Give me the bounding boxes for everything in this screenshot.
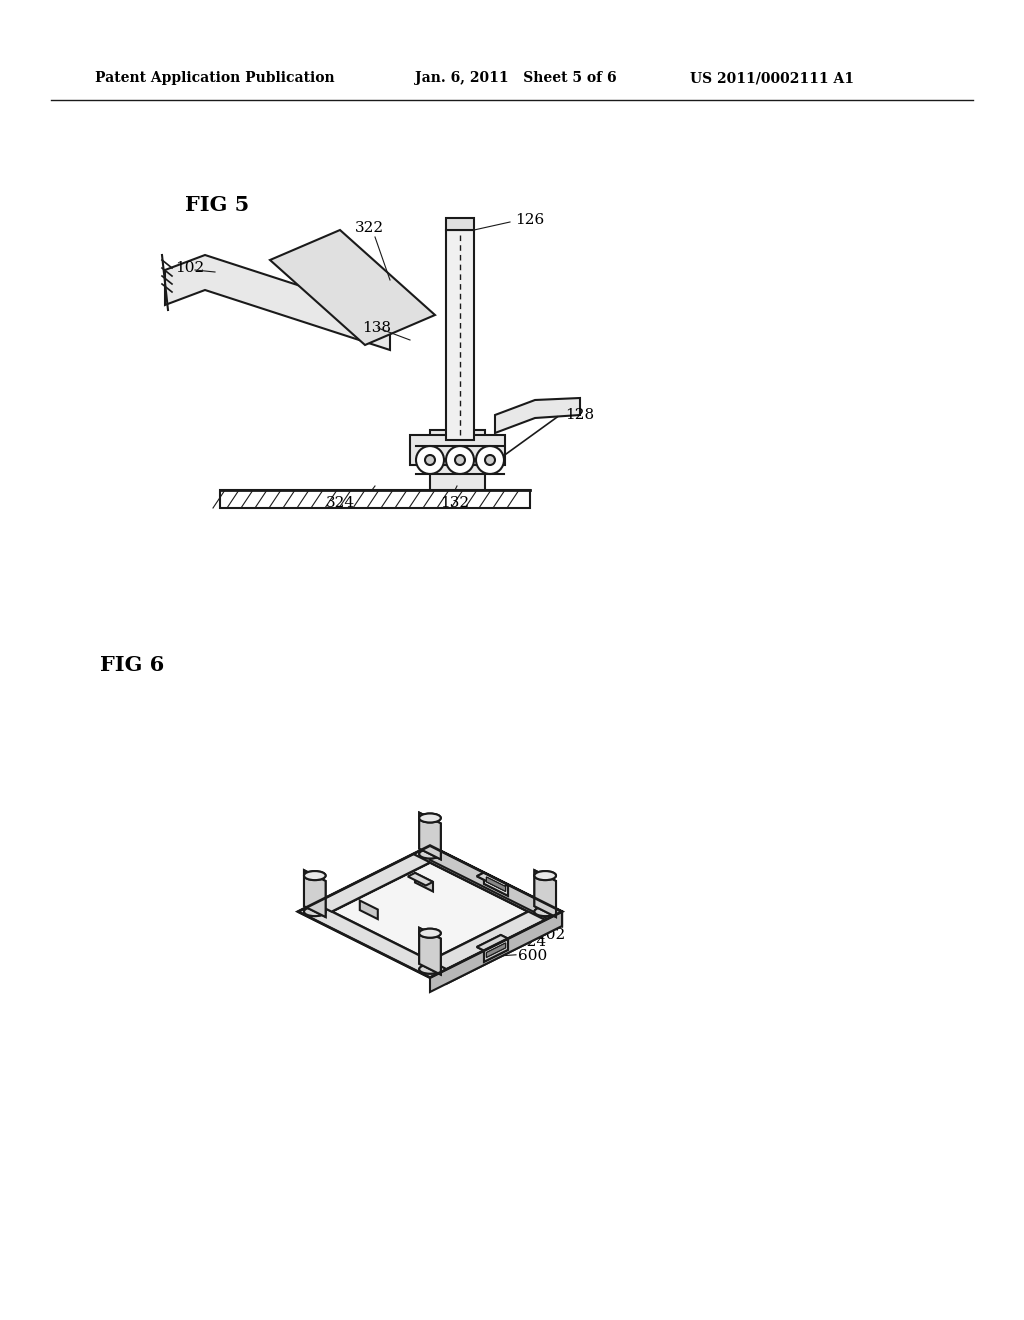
Ellipse shape	[419, 850, 440, 858]
Polygon shape	[304, 870, 326, 917]
Text: FIG 5: FIG 5	[185, 195, 249, 215]
Text: 132: 132	[440, 496, 470, 510]
Polygon shape	[414, 846, 562, 920]
Bar	[220, 490, 530, 508]
Ellipse shape	[535, 907, 556, 916]
Text: 324: 324	[518, 935, 547, 949]
Ellipse shape	[419, 929, 440, 937]
Circle shape	[485, 455, 495, 465]
Text: Patent Application Publication: Patent Application Publication	[95, 71, 335, 84]
Polygon shape	[477, 935, 508, 950]
Text: 324: 324	[514, 896, 543, 911]
Polygon shape	[486, 942, 506, 957]
Polygon shape	[430, 846, 562, 927]
Circle shape	[455, 455, 465, 465]
Polygon shape	[408, 873, 433, 886]
Text: 102: 102	[175, 261, 204, 275]
Ellipse shape	[535, 871, 556, 880]
Polygon shape	[430, 912, 562, 993]
Ellipse shape	[419, 813, 440, 822]
Polygon shape	[430, 912, 545, 969]
Polygon shape	[304, 870, 326, 917]
Polygon shape	[298, 903, 446, 978]
Text: US 2011/0002111 A1: US 2011/0002111 A1	[690, 71, 854, 84]
Polygon shape	[446, 920, 545, 983]
Polygon shape	[484, 939, 508, 962]
Bar	[446, 218, 474, 230]
Text: 600: 600	[514, 911, 544, 925]
Polygon shape	[430, 846, 562, 927]
Polygon shape	[419, 928, 440, 974]
Ellipse shape	[304, 907, 326, 916]
Polygon shape	[419, 813, 440, 859]
Text: 138: 138	[362, 321, 391, 335]
Bar	[410, 436, 505, 465]
Polygon shape	[359, 900, 378, 919]
Text: Jan. 6, 2011   Sheet 5 of 6: Jan. 6, 2011 Sheet 5 of 6	[415, 71, 616, 84]
Polygon shape	[484, 873, 508, 896]
Polygon shape	[545, 912, 562, 935]
Polygon shape	[415, 873, 433, 891]
Text: 322: 322	[355, 220, 384, 235]
Polygon shape	[298, 903, 446, 978]
Polygon shape	[477, 873, 508, 888]
Ellipse shape	[419, 929, 440, 937]
Polygon shape	[414, 846, 562, 920]
Polygon shape	[270, 230, 435, 345]
Ellipse shape	[304, 907, 326, 916]
Ellipse shape	[419, 850, 440, 858]
Polygon shape	[535, 870, 556, 917]
Polygon shape	[486, 942, 506, 957]
Polygon shape	[477, 935, 508, 950]
Text: 128: 128	[565, 408, 594, 422]
Polygon shape	[486, 876, 506, 891]
Ellipse shape	[535, 907, 556, 916]
Polygon shape	[484, 939, 508, 962]
Polygon shape	[314, 854, 430, 912]
Circle shape	[446, 446, 474, 474]
Ellipse shape	[304, 871, 326, 880]
Circle shape	[425, 455, 435, 465]
Text: 600: 600	[518, 949, 547, 962]
Polygon shape	[535, 870, 556, 917]
Text: FIG 6: FIG 6	[100, 655, 164, 675]
Circle shape	[476, 446, 504, 474]
Polygon shape	[486, 876, 506, 891]
Ellipse shape	[419, 965, 440, 974]
Polygon shape	[477, 873, 508, 888]
Polygon shape	[430, 912, 545, 969]
Circle shape	[416, 446, 444, 474]
Polygon shape	[332, 862, 528, 961]
Polygon shape	[419, 928, 440, 974]
Ellipse shape	[535, 871, 556, 880]
Text: 126: 126	[515, 213, 544, 227]
Bar	[430, 430, 485, 490]
Bar	[446, 230, 474, 440]
Ellipse shape	[419, 813, 440, 822]
Polygon shape	[430, 846, 562, 927]
Ellipse shape	[304, 871, 326, 880]
Polygon shape	[419, 813, 440, 859]
Text: 324: 324	[326, 496, 354, 510]
Polygon shape	[165, 255, 390, 350]
Text: 102: 102	[536, 928, 565, 941]
Polygon shape	[314, 854, 430, 912]
Polygon shape	[484, 873, 508, 896]
Polygon shape	[495, 399, 580, 433]
Ellipse shape	[419, 965, 440, 974]
